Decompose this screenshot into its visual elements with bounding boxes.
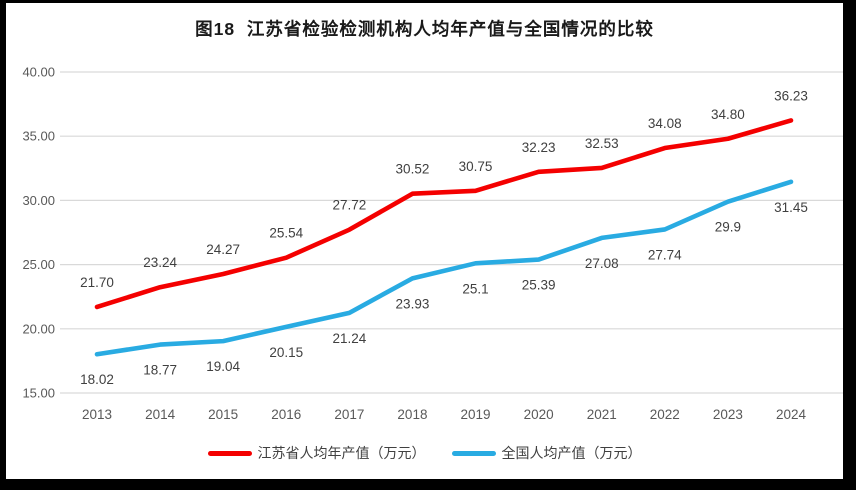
legend-item-jiangsu: 江苏省人均年产值（万元） [207, 443, 426, 463]
data-label: 25.39 [522, 278, 556, 293]
chart-canvas: 图18 江苏省检验检测机构人均年产值与全国情况的比较 15.00 20.00 25.… [6, 3, 843, 479]
data-label: 27.72 [332, 198, 366, 213]
data-label: 20.15 [269, 345, 303, 360]
x-axis-tick-label: 2022 [650, 407, 680, 422]
data-label: 32.23 [522, 140, 556, 155]
data-label: 34.80 [711, 107, 745, 122]
y-axis-tick-label: 35.00 [22, 129, 55, 144]
x-axis-tick-label: 2023 [713, 407, 743, 422]
y-axis-tick-label: 40.00 [22, 65, 55, 80]
chart-title: 图18 江苏省检验检测机构人均年产值与全国情况的比较 [195, 19, 654, 39]
data-label: 19.04 [206, 359, 240, 374]
data-label: 23.24 [143, 255, 177, 270]
data-label: 21.24 [332, 331, 366, 346]
series-line-0 [94, 118, 794, 310]
data-label: 27.08 [585, 256, 619, 271]
legend-swatch-national [451, 450, 496, 456]
x-axis-tick-label: 2016 [271, 407, 301, 422]
data-label: 18.77 [143, 363, 177, 378]
chart-legend: 江苏省人均年产值（万元） 全国人均产值（万元） [6, 443, 843, 463]
data-label: 34.08 [648, 116, 682, 131]
data-label: 23.93 [396, 296, 430, 311]
legend-swatch-jiangsu [207, 450, 252, 456]
x-axis-tick-label: 2013 [82, 407, 112, 422]
x-axis-tick-label: 2019 [461, 407, 491, 422]
data-label: 18.02 [80, 372, 114, 387]
y-axis-tick-label: 30.00 [22, 193, 55, 208]
data-label: 24.27 [206, 242, 240, 257]
data-label: 32.53 [585, 136, 619, 151]
y-axis-tick-label: 20.00 [22, 321, 55, 336]
line-chart: 15.00 20.00 25.00 30.00 35.00 40.00 2013 2014 20… [22, 65, 843, 422]
legend-label-national: 全国人均产值（万元） [501, 445, 642, 461]
legend-label-jiangsu: 江苏省人均年产值（万元） [257, 445, 426, 461]
data-label: 25.54 [269, 226, 303, 241]
x-axis-tick-label: 2014 [145, 407, 176, 422]
y-axis-tick-label: 15.00 [22, 386, 55, 401]
data-label: 31.45 [774, 200, 808, 215]
data-label: 21.70 [80, 275, 114, 290]
series-line-1 [94, 179, 794, 357]
x-axis-tick-label: 2021 [587, 407, 617, 422]
x-axis-tick-label: 2020 [524, 407, 554, 422]
x-axis-tick-label: 2024 [776, 407, 807, 422]
data-label: 30.52 [396, 162, 430, 177]
data-label: 30.75 [459, 159, 493, 174]
data-label: 25.1 [462, 281, 488, 296]
data-label: 36.23 [774, 88, 808, 103]
y-axis-tick-label: 25.00 [22, 257, 55, 272]
data-label: 29.9 [715, 220, 741, 235]
legend-item-national: 全国人均产值（万元） [451, 443, 642, 463]
x-axis-tick-label: 2018 [397, 407, 427, 422]
x-axis-tick-label: 2017 [334, 407, 364, 422]
x-axis-tick-label: 2015 [208, 407, 238, 422]
data-label: 27.74 [648, 247, 682, 262]
